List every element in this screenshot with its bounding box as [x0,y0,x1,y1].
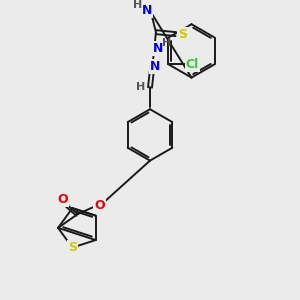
Text: N: N [150,60,160,73]
Text: N: N [142,4,152,17]
Text: H: H [133,0,142,11]
Text: O: O [58,193,68,206]
Text: H: H [162,38,171,48]
Text: O: O [94,199,105,212]
Text: H: H [136,82,146,92]
Text: N: N [153,42,163,56]
Text: S: S [68,241,77,254]
Text: S: S [178,28,187,40]
Text: Cl: Cl [185,58,199,71]
